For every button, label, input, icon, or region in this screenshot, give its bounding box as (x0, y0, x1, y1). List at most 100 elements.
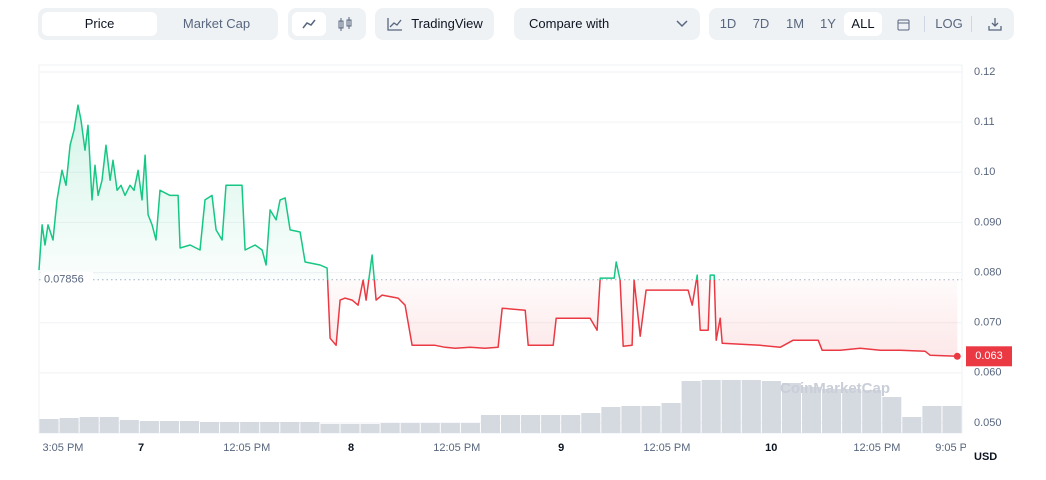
volume-bar (159, 421, 179, 433)
volume-bar (842, 389, 862, 433)
volume-bar (641, 406, 661, 433)
compare-label: Compare with (529, 16, 610, 31)
volume-bar (882, 397, 902, 433)
volume-bar (400, 423, 420, 433)
chevron (676, 20, 688, 28)
volume-bar (521, 415, 541, 433)
last-point (953, 352, 961, 360)
volume-bar (240, 422, 260, 433)
compare-dropdown[interactable]: Compare with (514, 8, 700, 40)
log-button[interactable]: LOG (935, 16, 963, 31)
tab-price[interactable]: Price (42, 12, 157, 36)
tradingview-button[interactable]: TradingView (375, 8, 494, 40)
last-price-label: 0.063 (975, 350, 1003, 362)
volume-bar (39, 419, 59, 433)
y-tick-label: 0.050 (974, 417, 1002, 429)
volume-bar (300, 422, 320, 433)
volume-bar (340, 424, 360, 433)
tradingview-label: TradingView (411, 16, 483, 31)
volume-bar (862, 390, 882, 433)
volume-bar (902, 417, 922, 433)
volume-bar (601, 407, 621, 433)
price-area (39, 105, 958, 357)
y-tick-label: 0.080 (974, 266, 1002, 278)
range-button[interactable]: 1Y (820, 16, 836, 31)
volume-bar (561, 415, 581, 433)
volume-bar (360, 424, 380, 433)
unit-label: USD (974, 451, 997, 463)
volume-bar (541, 415, 561, 433)
y-tick-label: 0.070 (974, 317, 1002, 329)
range-toggle: 1D 7D 1M 1Y ALL LOG (709, 8, 1014, 40)
range-button[interactable]: 7D (752, 16, 770, 31)
x-tick-label: 12:05 PM (223, 442, 270, 454)
chart-type-toggle: Price Market Cap (38, 8, 278, 40)
volume-bar (681, 381, 701, 433)
volume-bar (119, 420, 139, 433)
volume-bar (761, 381, 781, 433)
baseline-label-bg (41, 271, 93, 288)
x-tick-label: 7 (138, 442, 144, 454)
volume-bar (460, 423, 480, 433)
divider (971, 16, 972, 32)
volume-bar (480, 415, 500, 433)
y-tick-label: 0.11 (974, 116, 995, 128)
volume-bar (501, 415, 521, 433)
x-tick-label: 3:05 PM (42, 442, 83, 454)
x-tick-label: 12:05 PM (433, 442, 480, 454)
volume-bar (200, 422, 220, 433)
y-tick-label: 0.060 (974, 367, 1002, 379)
volume-bar (380, 423, 400, 433)
last-price-tag (966, 346, 1012, 367)
range-button[interactable]: 1M (785, 16, 805, 31)
volume-bar (801, 387, 822, 433)
volume-bar (581, 413, 601, 433)
volume-bar (179, 421, 200, 433)
volume-bar (420, 423, 440, 433)
x-axis: 3:05 PM 7 12:05 PM 8 12:05 PM 9 12:05 PM 10 12:0… (42, 442, 976, 454)
icon (338, 17, 352, 31)
volume-bar (220, 422, 240, 433)
y-tick-label: 0.090 (974, 216, 1002, 228)
candle-icon[interactable] (328, 12, 362, 36)
volume-bar (440, 423, 460, 433)
calendar-icon[interactable] (897, 18, 910, 31)
volume-bar (922, 406, 942, 433)
plot-frame (38, 64, 963, 434)
volume-bar (661, 403, 681, 433)
volume-bar (59, 418, 79, 433)
style-toggle (288, 8, 366, 40)
icon (387, 18, 402, 31)
x-tick-label: 12:05 PM (643, 442, 690, 454)
volume-bar (942, 406, 962, 433)
range-button[interactable]: ALL (844, 12, 882, 36)
volume-bar (99, 417, 119, 433)
watermark: CoinMarketCap (780, 380, 890, 397)
x-tick-label: 9:05 PM (935, 442, 976, 454)
volume-bar (139, 421, 159, 433)
x-tick-label: 9 (558, 442, 564, 454)
baseline-label: 0.07856 (44, 274, 84, 286)
volume-bar (701, 380, 721, 433)
volume-bar (280, 422, 300, 433)
volume-bar (822, 389, 842, 433)
x-tick-label: 12:05 PM (853, 442, 900, 454)
price-line (38, 104, 958, 358)
line-icon[interactable] (292, 12, 326, 36)
volume-bar (260, 422, 280, 433)
divider (924, 16, 925, 32)
y-tick-label: 0.10 (974, 166, 995, 178)
volume-bar (320, 424, 340, 433)
y-tick-label: 0.12 (974, 66, 995, 78)
tab-market-cap[interactable]: Market Cap (182, 16, 251, 31)
volume-bar (741, 380, 761, 433)
x-tick-label: 10 (765, 442, 777, 454)
volume-bar (621, 406, 641, 433)
icon (302, 19, 316, 29)
download-icon[interactable] (988, 17, 1002, 31)
volume-bar (781, 383, 801, 433)
range-button[interactable]: 1D (719, 16, 737, 31)
x-tick-label: 8 (348, 442, 354, 454)
